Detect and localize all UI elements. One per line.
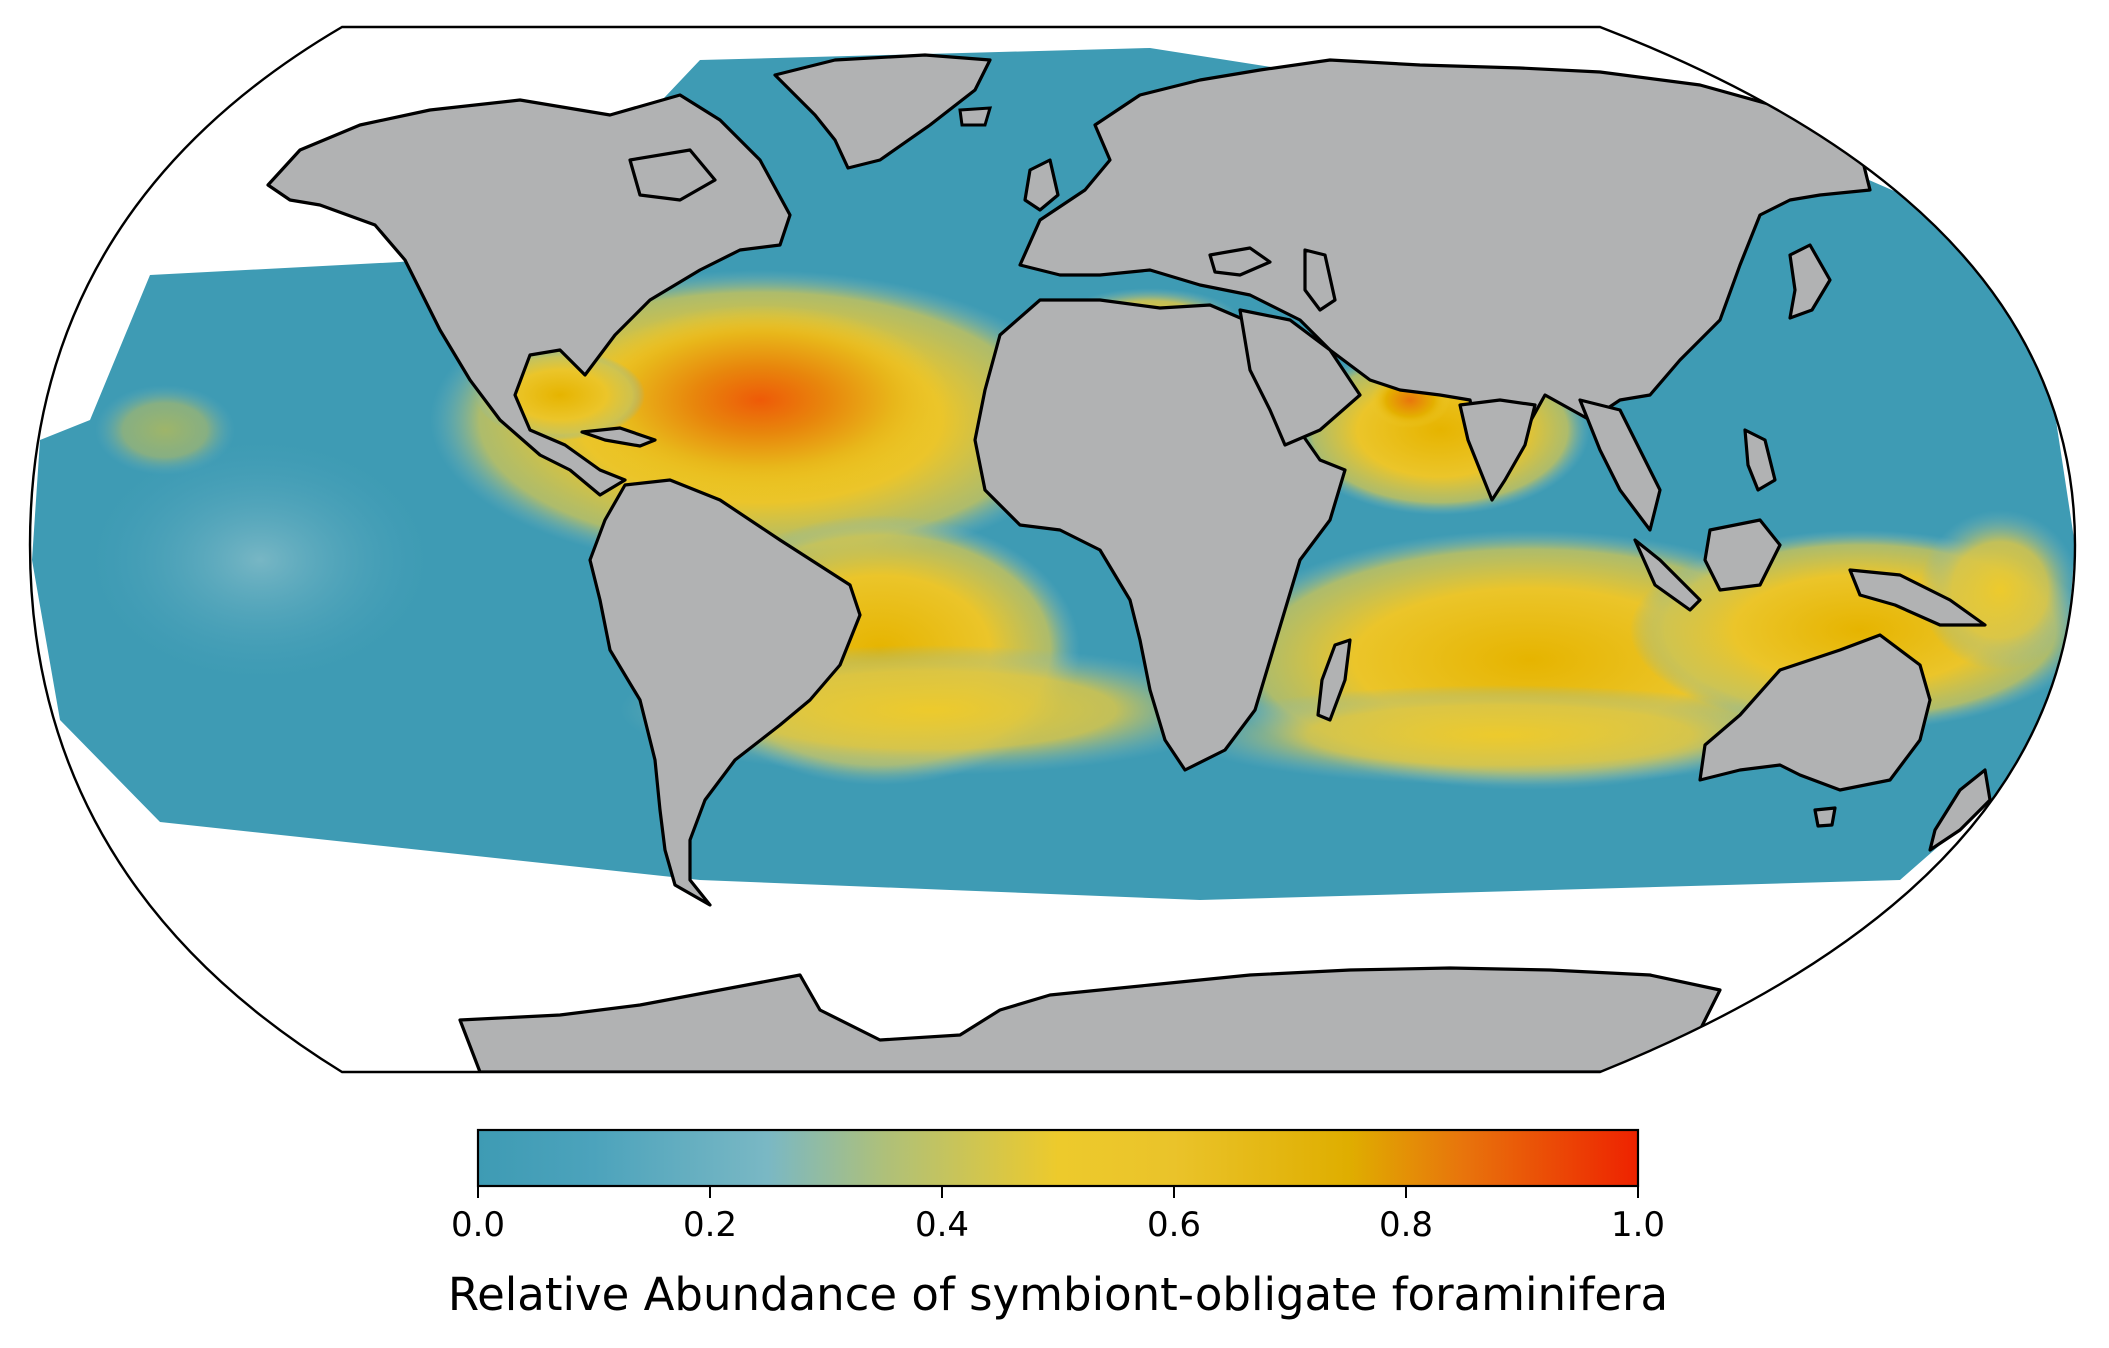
philippines: [1743, 428, 1777, 492]
colorbar-tick-label: 1.0: [1611, 1205, 1665, 1245]
madagascar: [1316, 638, 1352, 722]
map-projection-outline: [28, 25, 2077, 1074]
continents: [266, 53, 1992, 1072]
colorbar-label: Relative Abundance of symbiont-obligate …: [448, 1268, 1668, 1321]
south-america: [588, 478, 862, 907]
colorbar-tick-label: 0.6: [1147, 1205, 1201, 1245]
caspian-sea: [1303, 248, 1337, 312]
colorbar-tick-label: 0.4: [915, 1205, 969, 1245]
sumatra: [1633, 538, 1702, 612]
antarctica: [458, 966, 1722, 1072]
africa: [973, 298, 1347, 772]
europe-asia: [1018, 58, 1872, 482]
greenland: [773, 53, 992, 170]
india: [1458, 398, 1537, 502]
japan: [1788, 243, 1832, 320]
tasmania: [1813, 806, 1837, 828]
colorbar-tick-label: 0.8: [1379, 1205, 1433, 1245]
new-zealand: [1928, 768, 1992, 852]
warm-water-patches: [90, 270, 2075, 790]
colorbar-bar: [476, 1128, 1640, 1188]
colorbar-tick-label: 0.2: [683, 1205, 737, 1245]
colorbar-ticks: 0.0 0.2 0.4 0.6 0.8 1.0: [451, 1186, 1665, 1245]
colorbar-tick-label: 0.0: [451, 1205, 505, 1245]
colorbar: 0.0 0.2 0.4 0.6 0.8 1.0 Relative Abundance of…: [448, 1128, 1668, 1321]
arabia: [1238, 308, 1362, 447]
cuba: [580, 426, 657, 448]
uk: [1023, 158, 1060, 212]
borneo: [1703, 518, 1782, 592]
black-sea: [1208, 246, 1272, 277]
iceland: [958, 106, 993, 127]
new-guinea: [1848, 568, 1987, 627]
southeast-asia: [1578, 398, 1662, 532]
australia: [1698, 633, 1932, 792]
hudson-bay: [628, 148, 717, 202]
